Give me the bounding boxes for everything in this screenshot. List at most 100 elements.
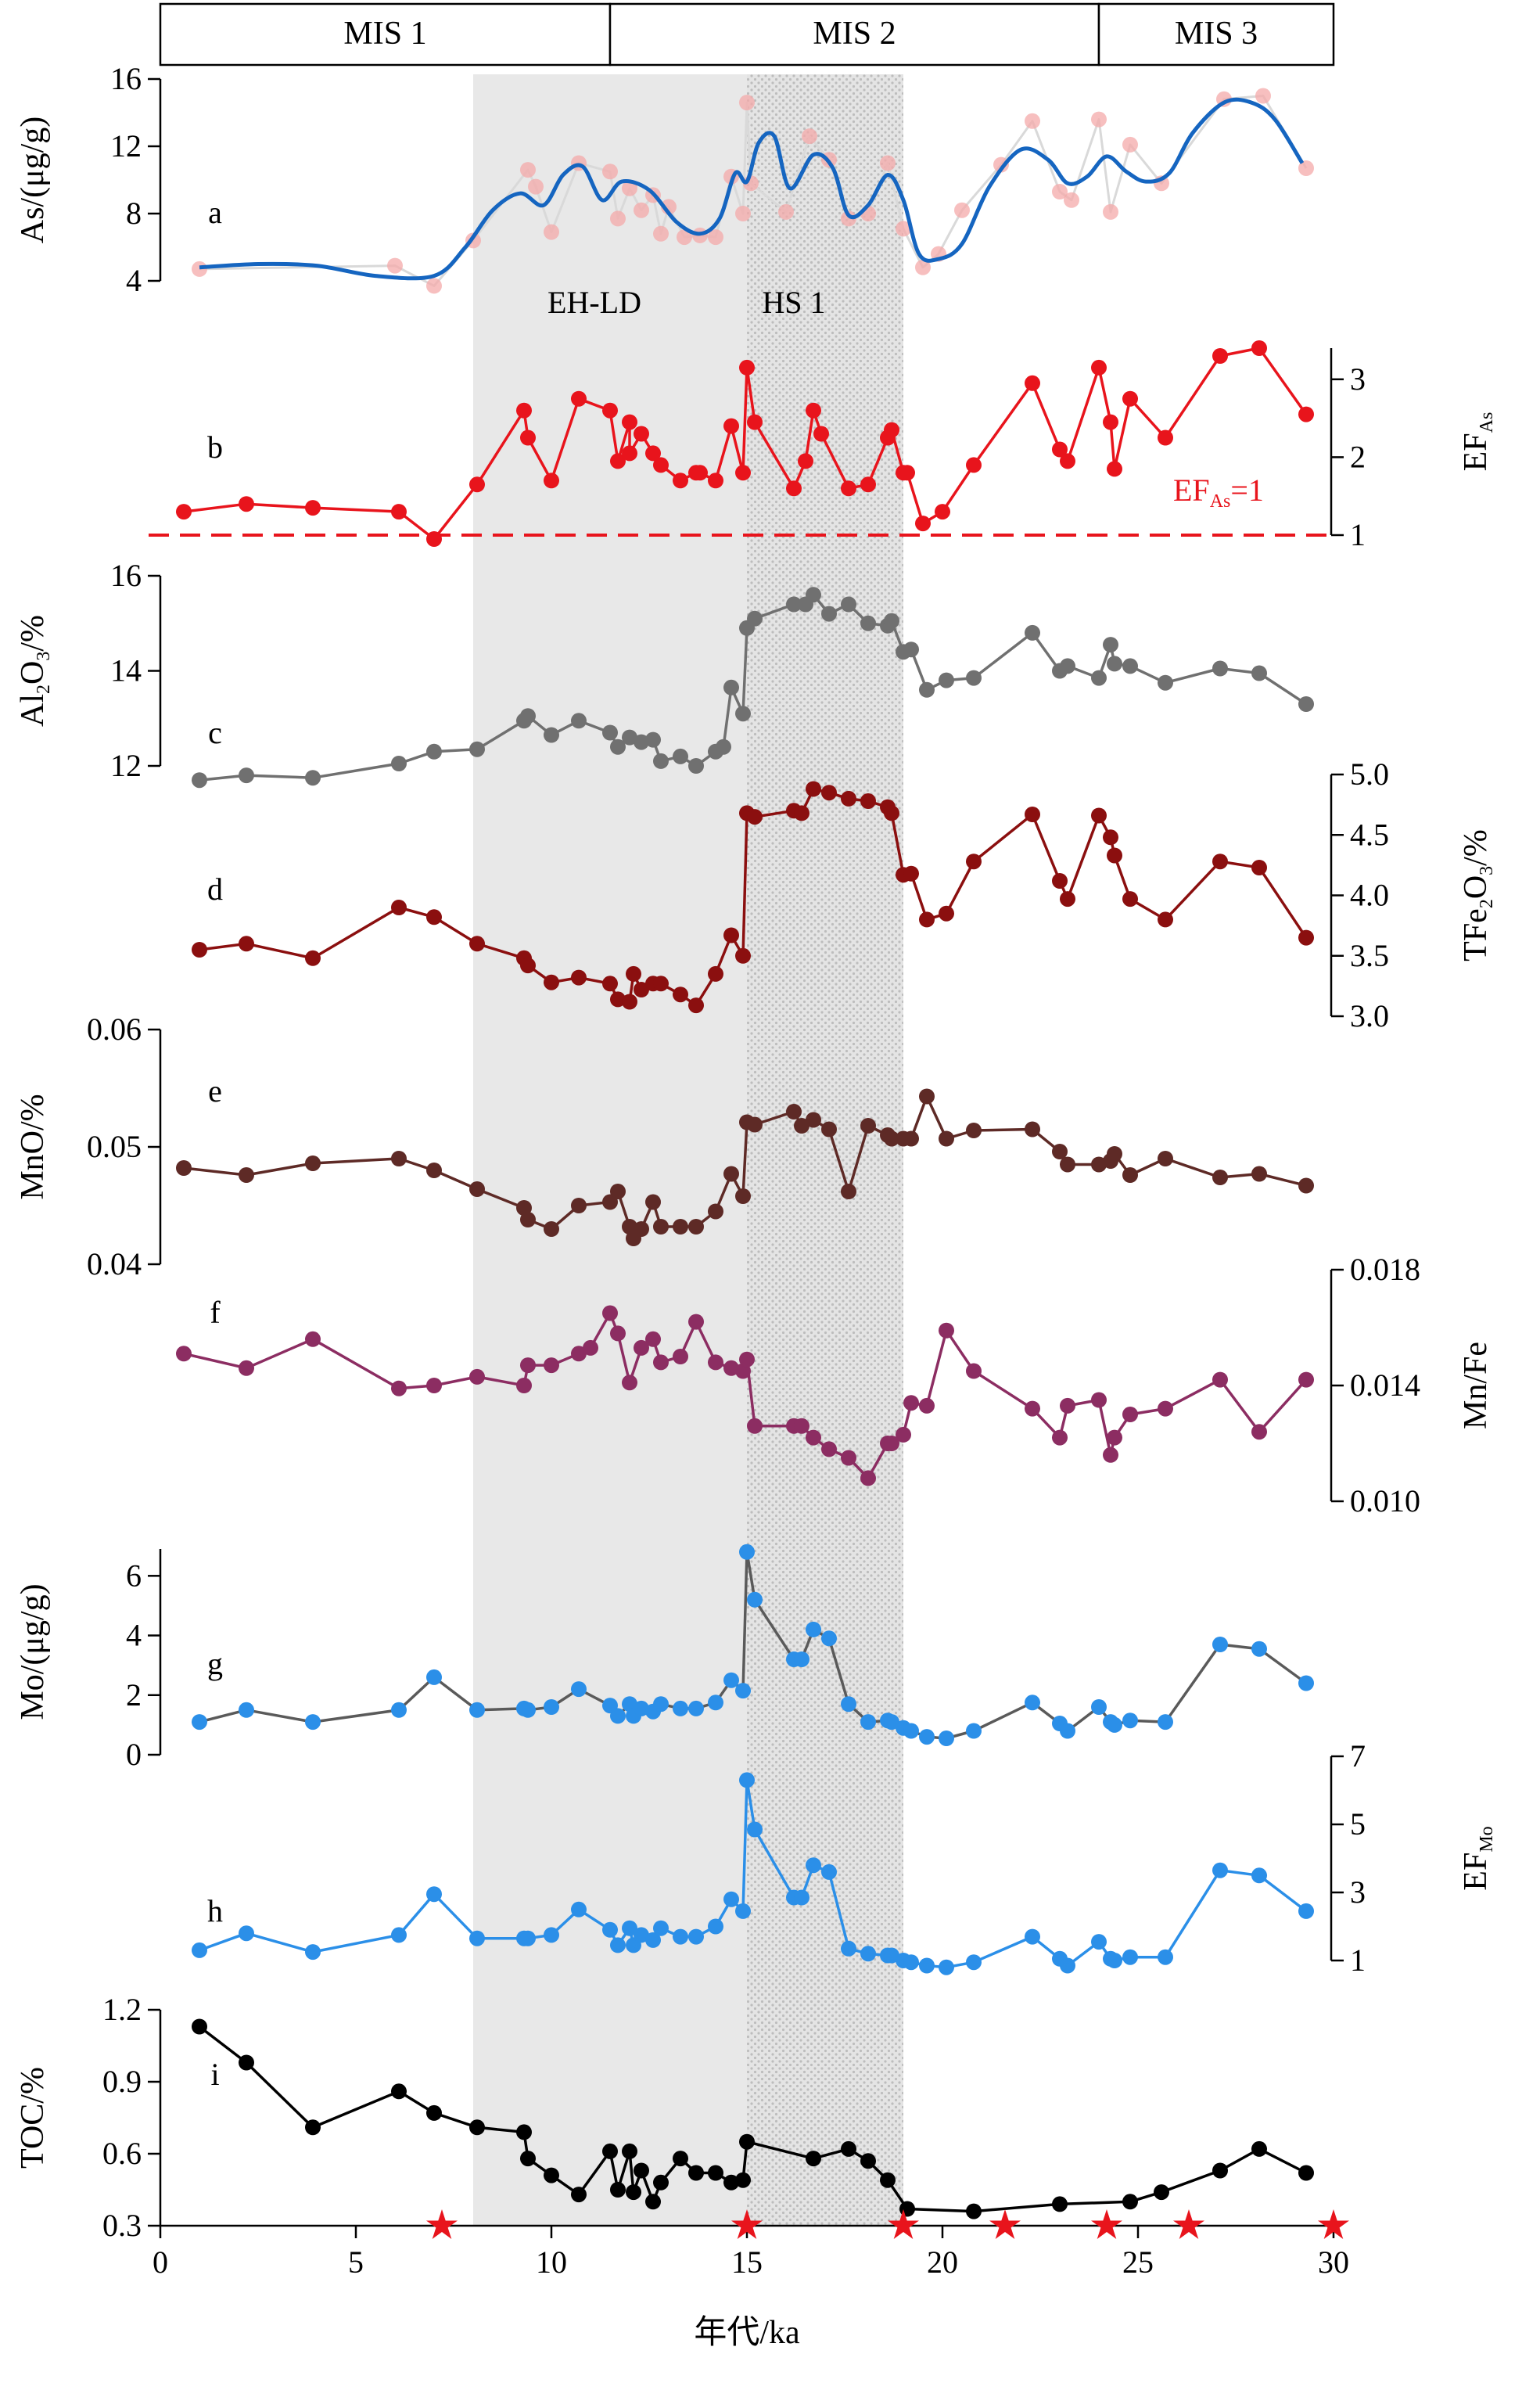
panel-a-data-point: [1052, 184, 1068, 199]
panel-g-data-point: [426, 1669, 442, 1685]
panel-a-data-point: [677, 229, 692, 246]
panel-d-data-point: [1298, 929, 1314, 946]
panel-b-data-point: [1107, 461, 1122, 477]
panel-b-data-point: [935, 504, 950, 520]
panel-f-y-tick-label: 0.010: [1350, 1483, 1420, 1518]
panel-g-data-point: [966, 1723, 982, 1739]
panel-g-data-point: [469, 1702, 485, 1718]
panel-f-data-point: [723, 1360, 739, 1376]
panel-f-data-point: [1298, 1371, 1314, 1388]
panel-i-data-point: [610, 2182, 626, 2198]
panel-e-data-point: [794, 1118, 809, 1134]
panel-d-data-point: [708, 965, 723, 982]
panel-i-data-point: [645, 2194, 661, 2210]
panel-d-data-point: [544, 974, 559, 990]
panel-b-data-point: [469, 476, 485, 493]
panel-h-data-point: [860, 1946, 876, 1962]
panel-a-data-point: [634, 202, 649, 218]
panel-c-data-point: [610, 739, 626, 755]
panel-f-data-point: [610, 1325, 626, 1342]
panel-h-data-point: [806, 1857, 821, 1874]
panel-f-data-point: [708, 1354, 723, 1371]
panel-a-data-point: [622, 180, 637, 196]
panel-b-y-label: EFAs: [1458, 412, 1497, 472]
panel-f-data-point: [1107, 1429, 1122, 1446]
panel-e-data-point: [806, 1112, 821, 1128]
panel-f-data-point: [653, 1354, 669, 1371]
panel-b-data-point: [841, 480, 856, 497]
panel-d-data-point: [1060, 891, 1075, 907]
panel-b: 1 2 3 EFAs b EFAs=1: [149, 340, 1497, 552]
panel-f-letter: f: [210, 1295, 221, 1330]
x-axis: 0 5 10 15 20 25 30 年代/ka: [153, 2224, 1349, 2351]
panel-d-data-point: [1251, 860, 1267, 875]
panel-d-data-point: [794, 805, 809, 821]
panel-b-data-point: [1103, 414, 1118, 430]
panel-i-y-label: TOC/%: [15, 2067, 51, 2169]
panel-d-data-point: [626, 965, 641, 982]
panel-g-data-point: [939, 1731, 954, 1746]
panel-a-data-point: [1025, 113, 1040, 129]
panel-a-data-point: [426, 278, 442, 294]
panel-g-data-point: [919, 1729, 935, 1745]
panel-a-data-point: [653, 225, 669, 242]
band-1: [473, 74, 747, 2226]
panel-i-data-point: [626, 2184, 641, 2201]
panel-b-data-point: [1060, 453, 1075, 469]
panel-d-y-tick-label: 4.5: [1350, 817, 1389, 852]
panel-a-y-tick-label: 12: [110, 128, 142, 164]
panel-b-y-tick-label: 2: [1350, 439, 1366, 474]
panel-a-data-point: [1103, 203, 1118, 220]
mis-stage-box-1: [159, 2, 612, 66]
panel-c-data-point: [939, 672, 954, 688]
panel-a-data-point: [1064, 192, 1079, 208]
mis-stage-bar: MIS 1 MIS 2 MIS 3: [159, 2, 1335, 66]
panel-e-data-point: [645, 1194, 661, 1210]
panel-a-data-point: [520, 162, 536, 178]
panel-i-data-point: [739, 2133, 755, 2150]
panel-c-data-point: [426, 743, 442, 760]
panel-f-data-point: [1251, 1424, 1267, 1440]
panel-e-data-point: [884, 1130, 899, 1147]
panel-g-data-point: [747, 1591, 763, 1608]
panel-i-data-point: [966, 2203, 982, 2219]
panel-c-data-point: [747, 610, 763, 627]
panel-d-data-point: [723, 927, 739, 943]
panel-i-data-point: [634, 2162, 649, 2179]
panel-c-data-point: [520, 708, 536, 724]
panel-b-data-point: [602, 402, 618, 419]
panel-d-data-point: [192, 942, 207, 958]
panel-e-data-point: [305, 1155, 321, 1171]
panel-e-data-point: [966, 1123, 982, 1138]
panel-i-data-point: [469, 2119, 485, 2136]
panel-b-data-point: [747, 414, 763, 430]
band-label-2: HS 1: [762, 285, 825, 320]
panel-c-data-point: [1025, 624, 1040, 641]
panel-e-y-label: MnO/%: [15, 1094, 51, 1199]
panel-f-y-tick-label: 0.018: [1350, 1252, 1420, 1287]
panel-e-data-point: [176, 1160, 192, 1176]
x-axis-tick-label: 20: [927, 2244, 958, 2280]
panel-c-data-point: [653, 753, 669, 769]
panel-b-y-tick-label: 1: [1350, 517, 1366, 552]
panel-f-data-point: [544, 1357, 559, 1374]
panel-h-data-point: [673, 1928, 688, 1945]
panel-h-data-point: [747, 1821, 763, 1838]
panel-g-data-point: [821, 1630, 837, 1647]
panel-h-y-tick-label: 1: [1350, 1943, 1366, 1978]
panel-i-data-point: [305, 2119, 321, 2136]
panel-g-data-point: [1212, 1637, 1228, 1652]
panel-c-data-point: [723, 679, 739, 695]
panel-e-data-point: [571, 1198, 587, 1213]
panel-i-letter: i: [210, 2057, 219, 2092]
dating-star-marker: [731, 2209, 763, 2239]
panel-b-data-point: [645, 445, 661, 462]
panel-e-data-point: [688, 1219, 704, 1235]
panel-i-data-point: [708, 2165, 723, 2181]
panel-h-y-tick-label: 3: [1350, 1874, 1366, 1910]
panel-e: 0.04 0.05 0.06 MnO/% e: [15, 1012, 1314, 1281]
panel-d-data-point: [571, 969, 587, 986]
x-axis-tick-label: 15: [731, 2244, 763, 2280]
panel-i-data-point: [426, 2104, 442, 2121]
panel-h-data-point: [1158, 1949, 1173, 1965]
